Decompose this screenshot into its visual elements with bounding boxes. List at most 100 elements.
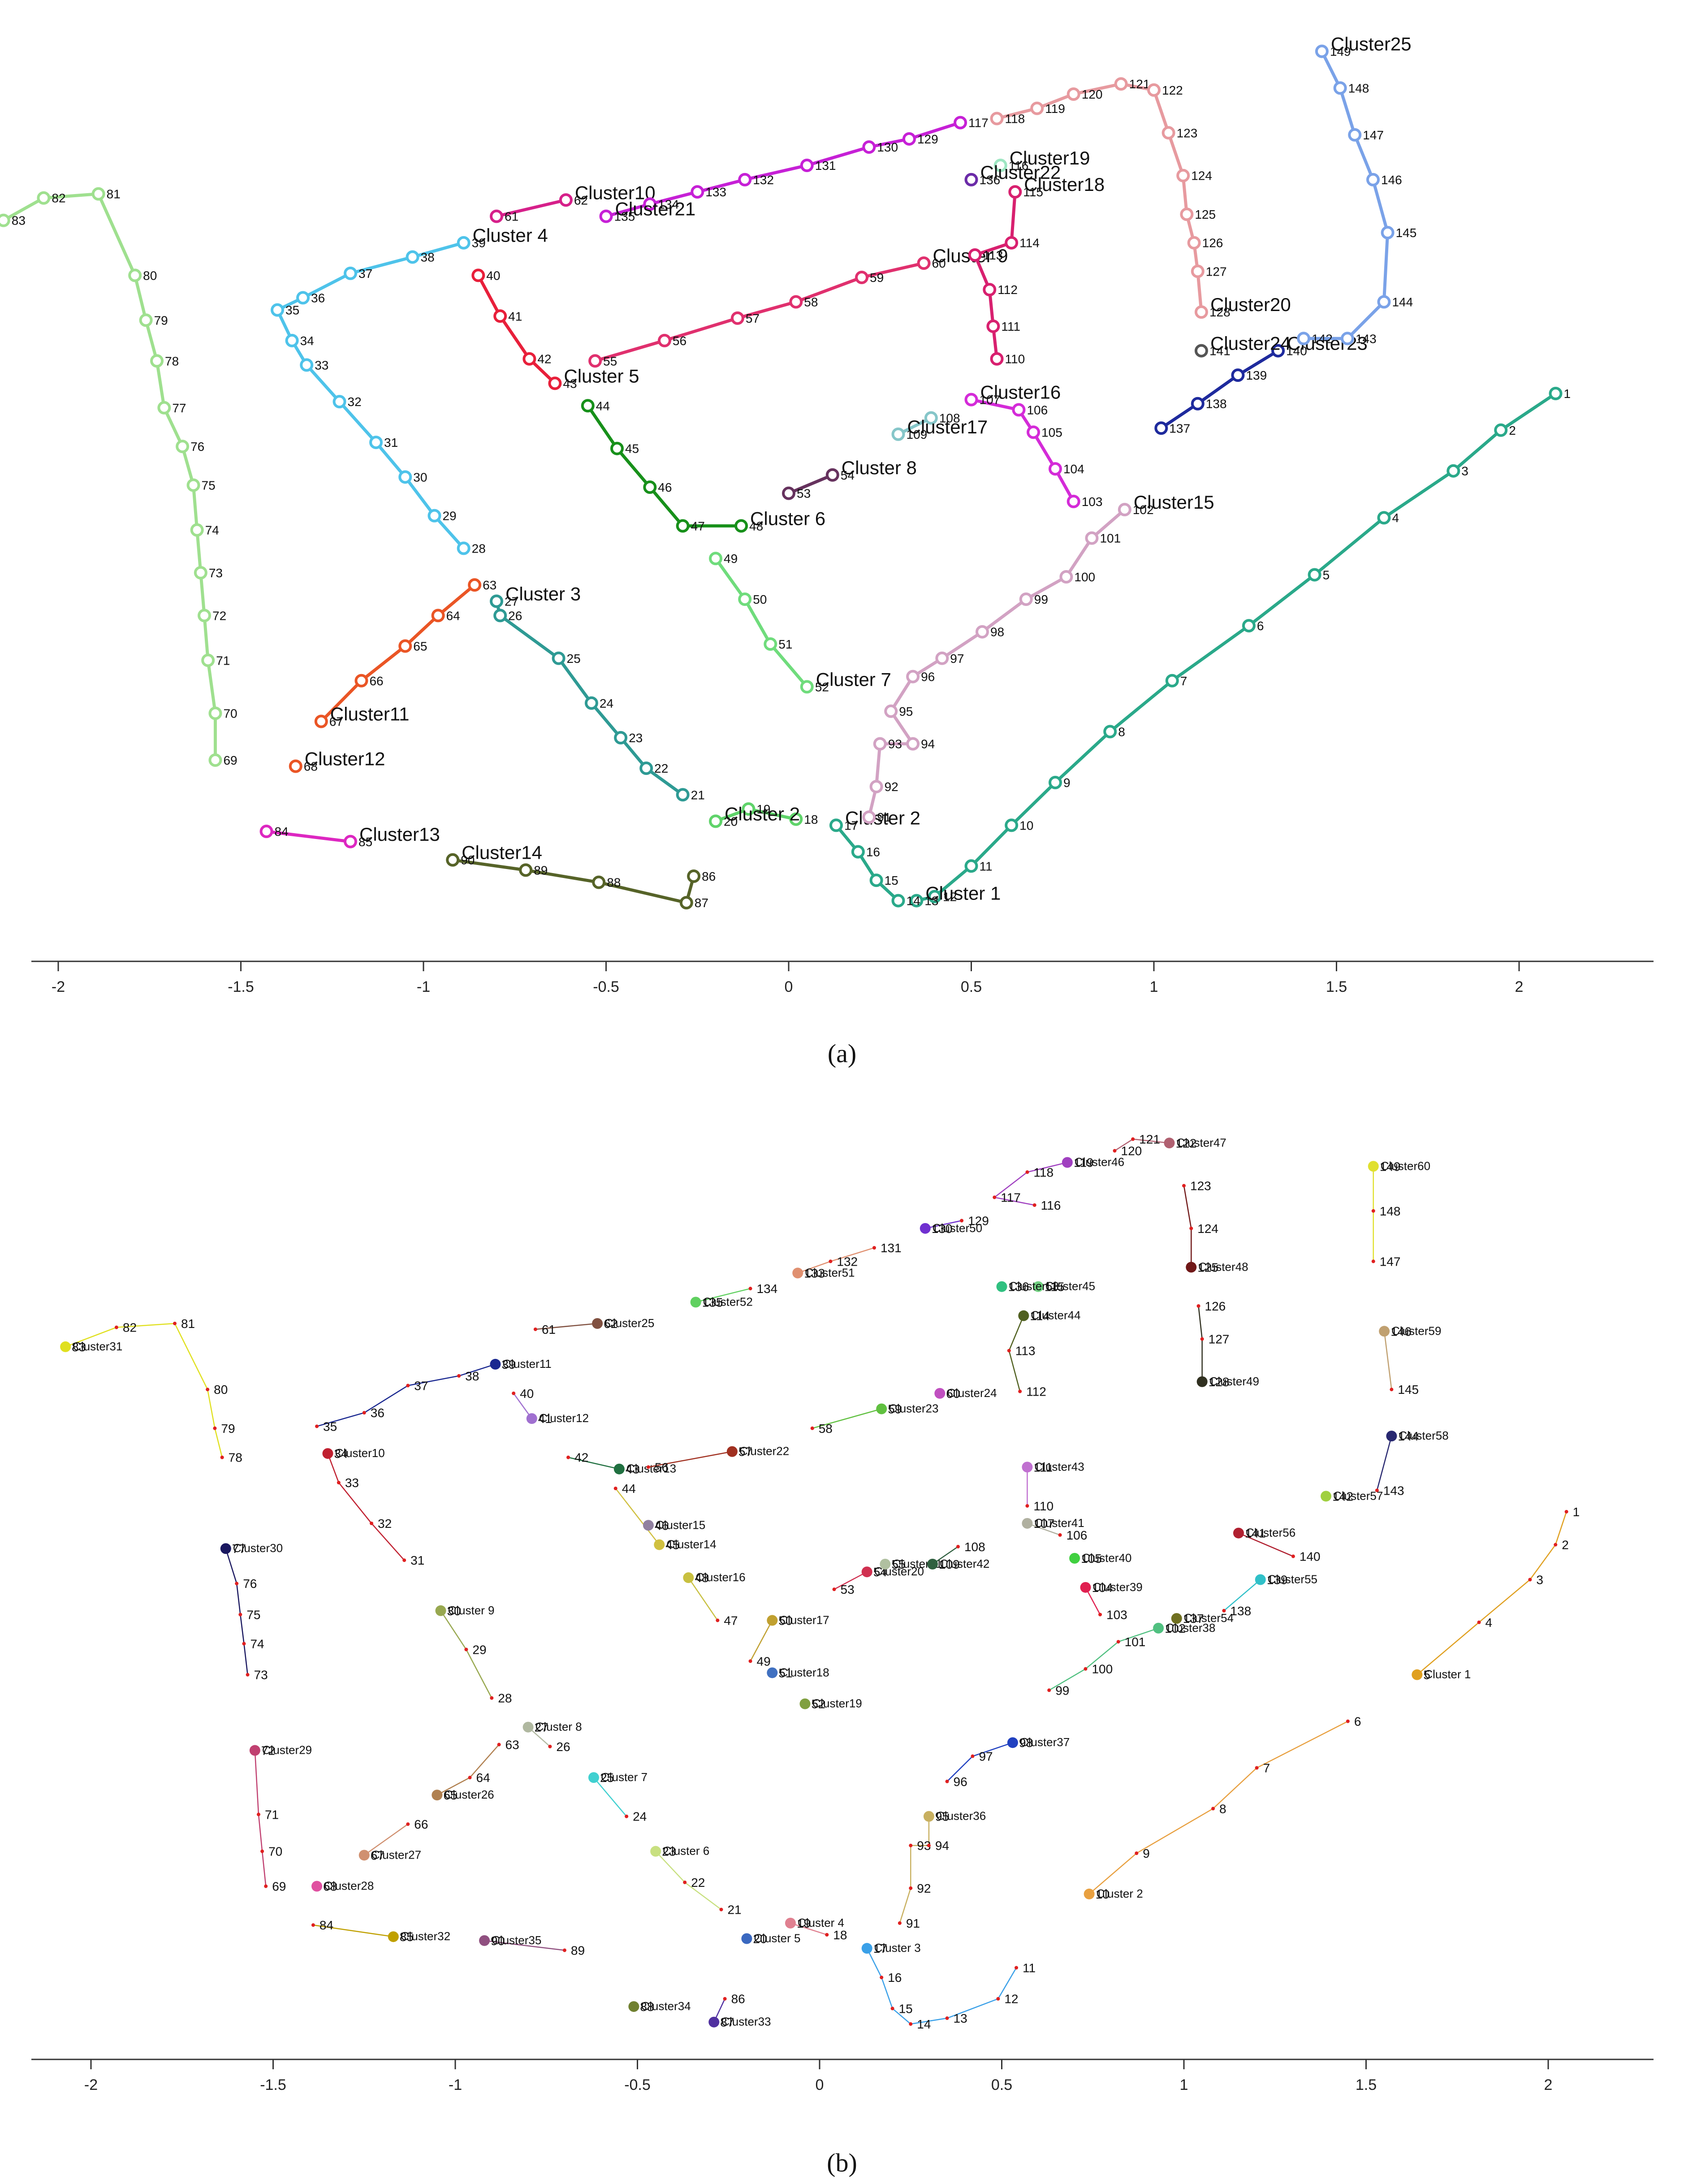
cluster-label: Cluster10 bbox=[335, 1446, 384, 1460]
data-point bbox=[861, 1943, 872, 1954]
point-label: 18 bbox=[804, 813, 818, 826]
point-label: 14 bbox=[907, 894, 920, 908]
point-label: 97 bbox=[979, 1750, 993, 1764]
x-tick-label: 2 bbox=[1544, 2076, 1553, 2093]
series-line bbox=[593, 261, 926, 363]
point-label: 130 bbox=[877, 140, 898, 154]
data-point bbox=[201, 653, 215, 667]
cluster-label: Cluster21 bbox=[615, 199, 696, 220]
point-label: 72 bbox=[261, 1744, 275, 1758]
point-label: 122 bbox=[1175, 1136, 1196, 1150]
point-label: 92 bbox=[917, 1881, 931, 1895]
point-label: 125 bbox=[1197, 1260, 1218, 1274]
data-point bbox=[1113, 1149, 1117, 1153]
cluster-label: Cluster 6 bbox=[663, 1844, 709, 1858]
point-label: 117 bbox=[968, 116, 989, 130]
cluster-label: Cluster 1 bbox=[1424, 1668, 1471, 1681]
data-point bbox=[1564, 1509, 1568, 1514]
data-point bbox=[832, 1587, 836, 1592]
point-label: 91 bbox=[877, 810, 891, 824]
x-tick-label: 2 bbox=[1515, 978, 1524, 995]
data-point bbox=[398, 639, 412, 653]
cluster-label: Cluster 6 bbox=[750, 508, 825, 529]
point-label: 120 bbox=[1121, 1144, 1142, 1158]
data-point bbox=[742, 802, 756, 816]
data-point bbox=[613, 1487, 617, 1491]
point-label: 24 bbox=[633, 1810, 647, 1824]
series-line bbox=[924, 1220, 963, 1229]
data-point bbox=[934, 1388, 946, 1399]
data-point bbox=[311, 1923, 315, 1927]
cluster-label: Cluster14 bbox=[462, 842, 542, 863]
point-label: 111 bbox=[1001, 320, 1020, 333]
point-label: 89 bbox=[571, 1944, 585, 1958]
cluster-label: Cluster42 bbox=[940, 1557, 989, 1570]
data-point bbox=[691, 185, 704, 199]
point-label: 52 bbox=[811, 1697, 825, 1711]
point-label: 10 bbox=[1019, 818, 1033, 832]
cluster-label: Cluster35 bbox=[492, 1933, 541, 1947]
data-point bbox=[581, 399, 595, 413]
point-label: 132 bbox=[753, 173, 774, 187]
data-point bbox=[1182, 1184, 1186, 1188]
cluster-label: Cluster13 bbox=[626, 1462, 676, 1475]
data-point bbox=[643, 197, 657, 211]
data-point bbox=[490, 209, 503, 223]
point-label: 53 bbox=[797, 487, 811, 501]
point-label: 18 bbox=[833, 1928, 847, 1942]
point-label: 90 bbox=[461, 853, 475, 867]
x-tick-label: -0.5 bbox=[624, 2076, 651, 2093]
cluster-label: Cluster51 bbox=[805, 1266, 855, 1279]
x-tick-label: 1 bbox=[1150, 978, 1158, 995]
data-point bbox=[1200, 1337, 1204, 1341]
point-label: 57 bbox=[738, 1445, 752, 1459]
cluster-label: Cluster 7 bbox=[816, 669, 891, 690]
cluster-label: Cluster20 bbox=[1210, 294, 1291, 315]
point-label: 143 bbox=[1383, 1483, 1404, 1497]
point-label: 71 bbox=[216, 653, 230, 667]
series-line bbox=[1223, 1579, 1261, 1612]
point-label: 118 bbox=[1033, 1165, 1054, 1179]
point-label: 12 bbox=[1004, 1992, 1018, 2006]
data-point bbox=[876, 1403, 887, 1414]
data-point bbox=[242, 1642, 246, 1646]
cluster-label: Cluster31 bbox=[73, 1340, 122, 1353]
point-label: 101 bbox=[1125, 1635, 1146, 1649]
cluster-label: Cluster26 bbox=[444, 1788, 494, 1801]
point-label: 135 bbox=[702, 1295, 723, 1309]
point-label: 33 bbox=[315, 358, 328, 372]
series-line bbox=[695, 1288, 751, 1303]
point-label: 92 bbox=[885, 780, 898, 794]
point-label: 130 bbox=[932, 1222, 953, 1236]
data-point bbox=[716, 1618, 720, 1622]
data-point bbox=[800, 680, 814, 694]
data-point bbox=[1255, 1574, 1266, 1585]
data-point bbox=[446, 853, 460, 867]
data-point bbox=[592, 875, 606, 889]
data-point bbox=[799, 1698, 811, 1709]
cluster-label: Cluster34 bbox=[641, 1999, 691, 2013]
data-point bbox=[898, 1921, 902, 1925]
point-label: 97 bbox=[950, 652, 964, 666]
point-label: 20 bbox=[753, 1932, 767, 1946]
data-point bbox=[945, 1779, 949, 1783]
point-label: 48 bbox=[749, 519, 763, 533]
point-label: 145 bbox=[1396, 226, 1417, 240]
data-point bbox=[968, 248, 982, 262]
point-label: 57 bbox=[746, 311, 760, 325]
point-label: 58 bbox=[804, 295, 818, 309]
point-label: 114 bbox=[1019, 236, 1040, 250]
data-point bbox=[996, 1997, 1000, 2001]
cluster-label: Cluster 8 bbox=[842, 457, 917, 478]
data-point bbox=[825, 468, 839, 482]
